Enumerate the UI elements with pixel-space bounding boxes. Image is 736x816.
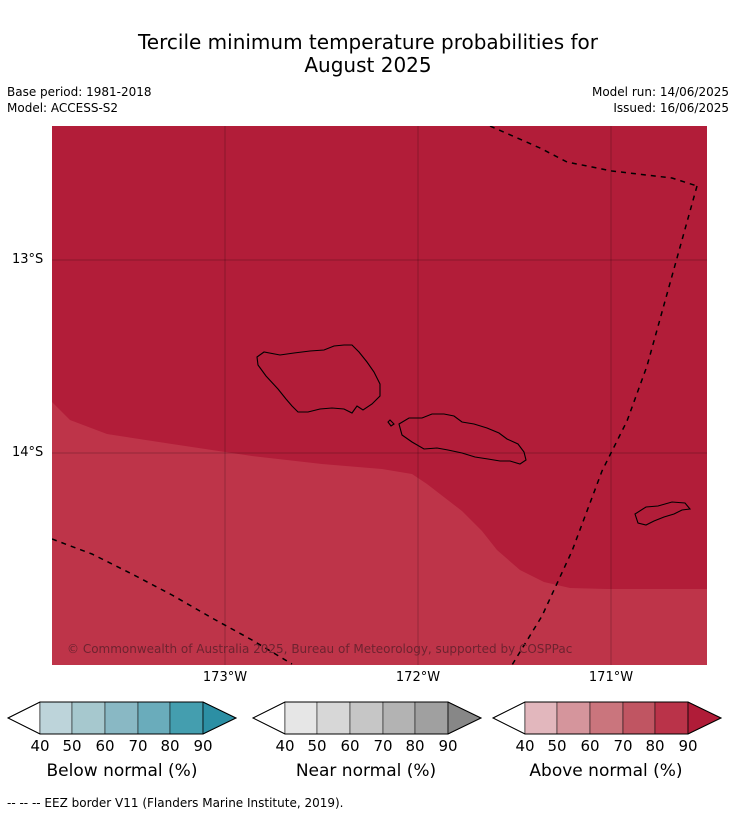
title-line-1: Tercile minimum temperature probabilitie… — [137, 30, 599, 54]
tick-label: 80 — [405, 737, 425, 755]
tick-label: 80 — [160, 737, 180, 755]
colorbar-low-extension — [252, 701, 286, 735]
colorbar-low-extension — [7, 701, 41, 735]
eez-border-southwest — [52, 538, 293, 665]
above-normal-80-region — [52, 402, 707, 665]
lon-label-172w: 172°W — [395, 670, 441, 685]
colorbar-segment — [104, 701, 139, 735]
title-line-2: August 2025 — [304, 53, 432, 77]
tick-label: 90 — [678, 737, 698, 755]
lat-label-14s: 14°S — [12, 445, 44, 460]
colorbar-segment — [137, 701, 171, 735]
meta-left: Base period: 1981-2018 Model: ACCESS-S2 — [7, 84, 152, 116]
map-title: Tercile minimum temperature probabilitie… — [0, 31, 736, 77]
tick-label: 70 — [128, 737, 148, 755]
eez-footnote: -- -- -- EEZ border V11 (Flanders Marine… — [7, 796, 344, 810]
below-normal-colorbar — [7, 701, 238, 735]
tick-label: 50 — [62, 737, 82, 755]
colorbar-high-extension — [447, 701, 482, 735]
tick-label: 40 — [30, 737, 50, 755]
colorbar-high-extension — [687, 701, 722, 735]
tutuila-island-outline — [634, 501, 692, 526]
colorbar-segment — [524, 701, 558, 735]
lat-label-13s: 13°S — [12, 252, 44, 267]
colorbar-segment — [589, 701, 624, 735]
tick-label: 50 — [307, 737, 327, 755]
tick-label: 90 — [438, 737, 458, 755]
gridlines — [52, 126, 707, 665]
near-normal-label: Near normal (%) — [295, 761, 437, 781]
manono-islet-outline — [387, 419, 395, 427]
colorbar-segment — [556, 701, 591, 735]
colorbar-outline — [7, 701, 238, 735]
issued-label: Issued: 16/06/2025 — [613, 101, 729, 115]
colorbar-segment — [39, 701, 73, 735]
eez-border-east — [511, 185, 698, 665]
below-normal-label: Below normal (%) — [46, 761, 198, 781]
base-period-label: Base period: 1981-2018 — [7, 85, 152, 99]
above-normal-label: Above normal (%) — [529, 761, 683, 781]
tick-label: 60 — [580, 737, 600, 755]
tick-label: 90 — [193, 737, 213, 755]
colorbar-segment — [349, 701, 384, 735]
savaii-island-outline — [256, 344, 381, 414]
colorbar-segment — [169, 701, 204, 735]
model-run-label: Model run: 14/06/2025 — [591, 85, 729, 99]
colorbar-outline — [252, 701, 483, 735]
above-normal-colorbar — [492, 701, 723, 735]
tick-label: 60 — [95, 737, 115, 755]
tick-label: 60 — [340, 737, 360, 755]
tick-label: 70 — [613, 737, 633, 755]
colorbar-segment — [654, 701, 689, 735]
copyright-notice: © Commonwealth of Australia 2025, Bureau… — [67, 642, 573, 656]
meta-right: Model run: 14/06/2025 Issued: 16/06/2025 — [592, 84, 729, 116]
colorbar-segment — [316, 701, 351, 735]
colorbar-segment — [622, 701, 656, 735]
eez-borders — [52, 126, 698, 665]
near-normal-colorbar — [252, 701, 483, 735]
tick-label: 70 — [373, 737, 393, 755]
model-label: Model: ACCESS-S2 — [7, 101, 119, 115]
upolu-island-outline — [398, 413, 527, 465]
tick-label: 80 — [645, 737, 665, 755]
colorbar-high-extension — [202, 701, 237, 735]
colorbar-outline — [492, 701, 723, 735]
tick-label: 40 — [515, 737, 535, 755]
colorbar-segment — [382, 701, 416, 735]
colorbar-low-extension — [492, 701, 526, 735]
probability-map — [52, 126, 707, 665]
colorbar-segment — [414, 701, 449, 735]
colorbar-segment — [284, 701, 318, 735]
colorbar-segment — [71, 701, 106, 735]
tick-label: 50 — [547, 737, 567, 755]
lon-label-171w: 171°W — [588, 670, 634, 685]
coastlines — [256, 344, 692, 526]
lon-label-173w: 173°W — [202, 670, 248, 685]
tick-label: 40 — [275, 737, 295, 755]
